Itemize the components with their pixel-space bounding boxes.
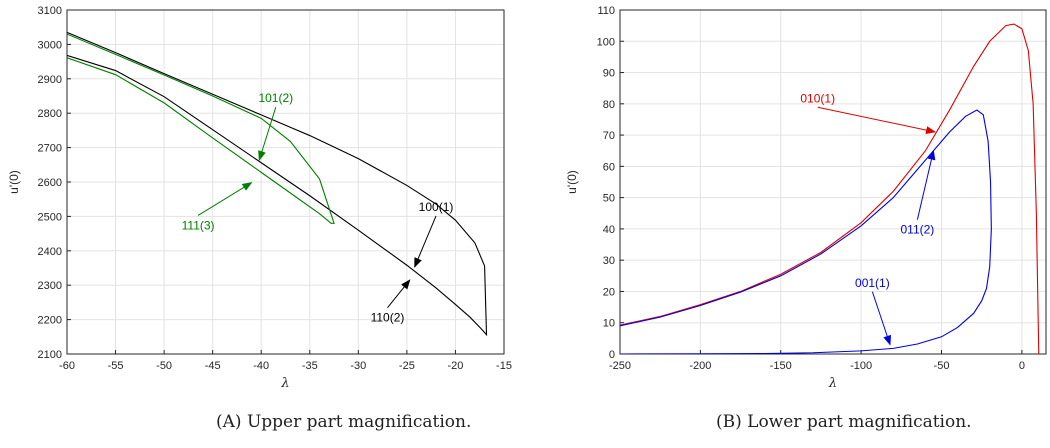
caption-a: (A) Upper part magnification. [216,412,472,432]
y-tick-label: 2400 [38,246,62,258]
x-tick-label: -200 [689,360,711,372]
y-tick-label: 2600 [38,177,62,189]
chart-panel-a: -60 -55 -50 -45 -40 -35 -30 -25 -20 -15 2100 2200 23… [7,5,512,391]
x-tick-label: -15 [496,360,512,372]
y-tick-label: 2900 [38,74,62,86]
x-tick-label: -150 [770,360,792,372]
y-tick-label: 10 [603,318,615,330]
series-line-2 [620,109,992,354]
y-axis-label: u'(0) [565,170,579,194]
y-tick-label: 80 [603,99,615,111]
annotation-label: 100(1) [419,200,454,214]
y-tick-label: 2800 [38,108,62,120]
series-line-1 [620,23,1040,354]
x-tick-label: -60 [59,360,75,372]
y-tick-label: 3000 [38,39,62,51]
annotation-label: 010(1) [800,91,835,105]
x-tick-label: -40 [253,360,269,372]
annotation-label: 011(2) [900,223,934,237]
x-tick-label: -20 [447,360,463,372]
y-tick-label: 50 [603,193,615,205]
series-line-1 [67,31,488,337]
y-tick-label: 2300 [38,280,62,292]
x-tick-label: -30 [350,360,366,372]
y-tick-label: 90 [603,68,615,80]
x-tick-label: 0 [1019,360,1025,372]
x-tick-label: -55 [108,360,124,372]
y-tick-label: 2200 [38,315,62,327]
y-tick-label: 0 [609,349,615,361]
caption-b: (B) Lower part magnification. [716,412,972,432]
x-tick-label: -100 [850,360,872,372]
y-tick-label: 20 [603,286,615,298]
y-tick-label: 30 [603,255,615,267]
x-axis-label: λ [280,376,289,391]
annotation-arrow [258,107,277,161]
y-tick-label: 2500 [38,211,62,223]
y-tick-label: 110 [597,5,615,17]
y-tick-label: 70 [603,130,615,142]
annotation-arrow [871,291,892,346]
y-tick-label: 3100 [38,5,62,17]
annotation-arrow [817,106,937,135]
x-tick-label: -250 [609,360,631,372]
annotation-label: 111(3) [182,218,215,232]
x-tick-label: -50 [934,360,950,372]
x-axis-label: λ [828,376,837,391]
chart-panel-b: -250 -200 -150 -100 -50 0 0 10 20 30 40 50 60 70 80 90 1… [565,5,1047,391]
y-axis-label: u'(0) [7,170,21,194]
y-tick-label: 2700 [38,143,62,155]
x-tick-label: -45 [205,360,221,372]
annotation-arrow [197,182,253,216]
annotation-label: 110(2) [371,311,405,325]
y-tick-label: 2100 [38,349,62,361]
annotation-arrow [387,279,411,308]
plot-frame [619,9,1047,355]
annotation-arrow [916,149,936,220]
annotation-label: 001(1) [855,276,890,290]
x-tick-label: -35 [302,360,318,372]
annotation-arrow [414,215,437,268]
y-tick-label: 100 [597,36,615,48]
x-tick-label: -50 [156,360,172,372]
y-tick-label: 60 [603,161,615,173]
x-tick-label: -25 [399,360,415,372]
y-tick-label: 40 [603,224,615,236]
annotation-label: 101(2) [258,91,293,105]
series-line-2 [67,33,335,224]
